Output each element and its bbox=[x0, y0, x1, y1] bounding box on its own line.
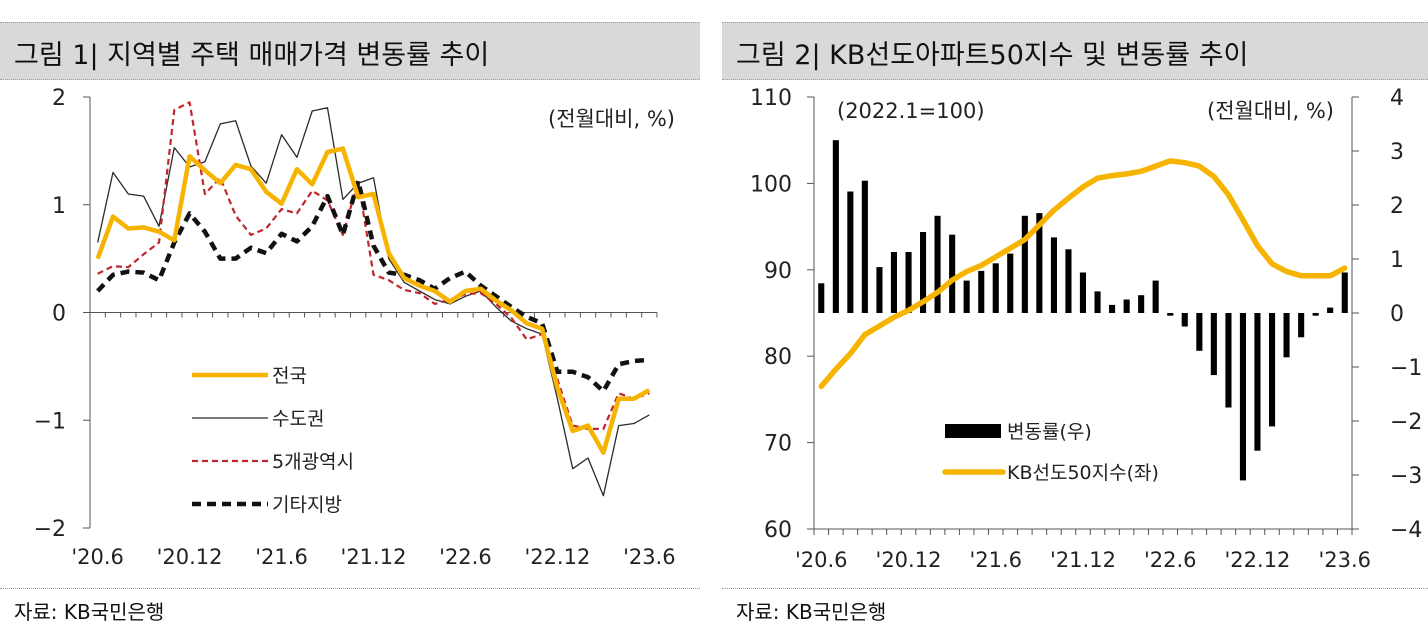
unit-label: (전월대비, %) bbox=[548, 107, 675, 131]
right-y-tick-label: −2 bbox=[1390, 410, 1422, 435]
change-rate-bar bbox=[1138, 295, 1145, 313]
change-rate-bar bbox=[1021, 215, 1028, 313]
left-y-tick-label: 100 bbox=[750, 172, 792, 197]
change-rate-bar bbox=[1007, 253, 1014, 313]
change-rate-bar bbox=[890, 252, 897, 313]
change-rate-bar bbox=[1254, 313, 1261, 451]
change-rate-bar bbox=[832, 140, 839, 313]
x-tick-label: '20.12 bbox=[876, 548, 942, 572]
x-tick-label: '23.6 bbox=[623, 545, 676, 569]
legend-swatch-change-rate bbox=[945, 424, 1001, 438]
change-rate-bar bbox=[1269, 313, 1276, 427]
x-tick-label: '22.6 bbox=[439, 545, 492, 569]
change-rate-bar bbox=[1050, 237, 1057, 313]
change-rate-bar bbox=[1036, 213, 1043, 313]
y-tick-label: −2 bbox=[34, 517, 66, 542]
series-line-5개광역시 bbox=[97, 101, 650, 430]
unit-label: (전월대비, %) bbox=[1207, 99, 1334, 123]
change-rate-bar bbox=[876, 267, 883, 313]
x-tick-label: '21.12 bbox=[341, 545, 407, 569]
figure-2-title: 그림 2| KB선도아파트50지수 및 변동률 추이 bbox=[736, 40, 1249, 71]
figure-2-title-bar: 그림 2| KB선도아파트50지수 및 변동률 추이 bbox=[722, 22, 1428, 80]
y-tick-label: 1 bbox=[52, 194, 66, 219]
change-rate-bar bbox=[1283, 313, 1290, 358]
change-rate-bar bbox=[1312, 313, 1319, 316]
change-rate-bar bbox=[1196, 313, 1203, 351]
x-tick-label: '22.6 bbox=[1144, 548, 1197, 572]
series-line-수도권 bbox=[97, 107, 650, 497]
legend-label-전국: 전국 bbox=[272, 365, 307, 387]
change-rate-bar bbox=[920, 232, 927, 313]
series-line-기타지방 bbox=[96, 178, 650, 394]
change-rate-bar bbox=[1079, 272, 1086, 313]
x-tick-label: '21.6 bbox=[255, 545, 308, 569]
legend-label-5개광역시: 5개광역시 bbox=[272, 451, 354, 473]
right-y-tick-label: −3 bbox=[1390, 464, 1422, 489]
right-y-tick-label: 4 bbox=[1390, 86, 1404, 111]
series-line-전국 bbox=[95, 146, 651, 455]
figure-2-source-divider bbox=[722, 588, 1428, 589]
right-y-tick-label: 3 bbox=[1390, 140, 1404, 165]
legend-label-수도권: 수도권 bbox=[272, 408, 324, 430]
change-rate-bar bbox=[905, 252, 912, 313]
change-rate-bar bbox=[963, 280, 970, 313]
right-y-tick-label: 0 bbox=[1390, 302, 1404, 327]
change-rate-bar bbox=[1094, 291, 1101, 313]
change-rate-bar bbox=[1065, 249, 1072, 313]
right-y-tick-label: 2 bbox=[1390, 194, 1404, 219]
x-tick-label: '21.6 bbox=[969, 548, 1022, 572]
figure-2-source: 자료: KB국민은행 bbox=[736, 600, 887, 624]
left-y-tick-label: 90 bbox=[764, 259, 792, 284]
change-rate-bar bbox=[1327, 307, 1334, 313]
change-rate-bar bbox=[1123, 299, 1130, 313]
figure-1-title: 그림 1| 지역별 주택 매매가격 변동률 추이 bbox=[14, 40, 490, 71]
change-rate-bar bbox=[861, 180, 868, 313]
change-rate-bar bbox=[1239, 313, 1246, 481]
change-rate-bar bbox=[1167, 313, 1174, 316]
change-rate-bar bbox=[1152, 280, 1159, 313]
right-y-tick-label: 1 bbox=[1390, 248, 1404, 273]
figure-2-panel: 그림 2| KB선도아파트50지수 및 변동률 추이 110 100 90 80 70 6… bbox=[722, 0, 1428, 642]
change-rate-bar bbox=[1298, 313, 1305, 338]
x-tick-label: '22.12 bbox=[1225, 548, 1291, 572]
legend-label-기타지방: 기타지방 bbox=[272, 494, 342, 516]
figure-1-source: 자료: KB국민은행 bbox=[14, 600, 165, 624]
x-tick-label: '21.12 bbox=[1050, 548, 1116, 572]
x-tick-label: '20.12 bbox=[157, 545, 223, 569]
change-rate-bar bbox=[1109, 304, 1116, 313]
change-rate-bar bbox=[992, 263, 999, 313]
legend-label-change-rate: 변동률(우) bbox=[1007, 421, 1092, 443]
change-rate-bar bbox=[1341, 272, 1348, 313]
index-line bbox=[818, 158, 1348, 390]
y-tick-label: −1 bbox=[34, 409, 66, 434]
change-rate-bar bbox=[1225, 313, 1232, 408]
figure-1-title-bar: 그림 1| 지역별 주택 매매가격 변동률 추이 bbox=[0, 22, 700, 80]
x-tick-label: '23.6 bbox=[1318, 548, 1371, 572]
change-rate-bar bbox=[949, 234, 956, 313]
right-y-tick-label: −4 bbox=[1390, 518, 1422, 543]
change-rate-bar bbox=[1210, 313, 1217, 376]
change-rate-bar bbox=[818, 283, 825, 313]
x-tick-label: '20.6 bbox=[795, 548, 848, 572]
y-tick-label: 2 bbox=[52, 86, 66, 111]
x-tick-label: '20.6 bbox=[71, 545, 124, 569]
left-y-tick-label: 70 bbox=[764, 432, 792, 457]
change-rate-bar bbox=[847, 191, 854, 313]
legend-label-index: KB선도50지수(좌) bbox=[1007, 462, 1159, 484]
change-rate-bar bbox=[978, 270, 985, 313]
left-y-tick-label: 110 bbox=[750, 86, 792, 111]
left-y-tick-label: 60 bbox=[764, 518, 792, 543]
regional-price-change-line-chart: 2 1 0 −1 −2'20.6 '20.12 '21.6 '21.12 '22.6 '22.12… bbox=[34, 86, 676, 569]
figure-1-panel: 그림 1| 지역별 주택 매매가격 변동률 추이 2 1 0 −1 −2'20.6 '20… bbox=[0, 0, 700, 642]
kb-leading-50-index-chart: 110 100 90 80 70 60 4 3 2 1 0 −1 −2 −3 −4 '20.6 '20.12 '2… bbox=[750, 86, 1422, 572]
y-tick-label: 0 bbox=[52, 302, 66, 327]
x-tick-label: '22.12 bbox=[524, 545, 590, 569]
left-y-tick-label: 80 bbox=[764, 345, 792, 370]
base-period-label: (2022.1=100) bbox=[837, 99, 985, 123]
change-rate-bar bbox=[1181, 313, 1188, 327]
right-y-tick-label: −1 bbox=[1390, 356, 1422, 381]
change-rate-bar bbox=[934, 215, 941, 313]
figure-1-source-divider bbox=[0, 588, 700, 589]
